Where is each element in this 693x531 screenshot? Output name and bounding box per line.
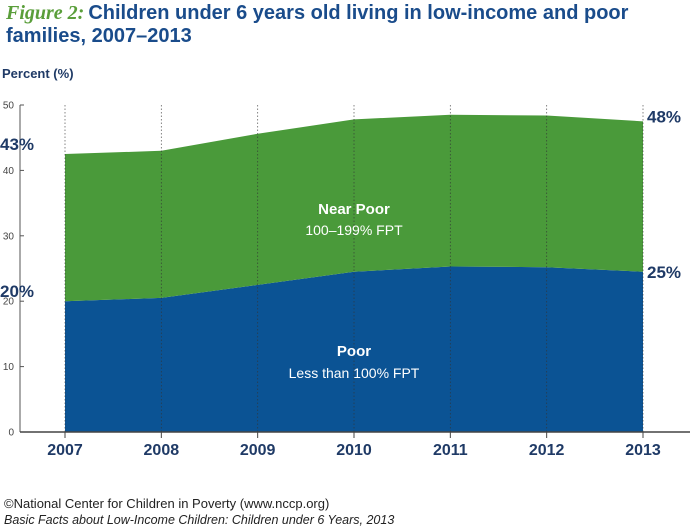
figure-title: Children under 6 years old living in low…: [6, 2, 629, 47]
figure-label: Figure 2:: [6, 2, 85, 24]
x-tick-label-2007: 2007: [47, 442, 83, 459]
x-tick-label-2009: 2009: [240, 442, 276, 459]
y-tick-label-0: 0: [8, 428, 14, 439]
y-tick-label-50: 50: [3, 101, 15, 112]
series-label-poor: Poor: [337, 343, 371, 360]
series-label-near-poor: Near Poor: [318, 201, 390, 218]
chart-footer: ©National Center for Children in Poverty…: [4, 496, 394, 528]
annotation-near-poor-2007: 43%: [0, 135, 34, 154]
x-tick-label-2008: 2008: [144, 442, 180, 459]
chart-title: Figure 2: Children under 6 years old livi…: [6, 2, 686, 48]
area-poor: [65, 266, 643, 432]
y-tick-label-40: 40: [3, 166, 15, 177]
y-axis-label: Percent (%): [2, 66, 74, 81]
y-tick-label-20: 20: [3, 297, 15, 308]
annotation-near-poor-2013: 48%: [647, 107, 681, 126]
x-tick-label-2011: 2011: [433, 442, 468, 459]
annotation-poor-2007: 20%: [0, 282, 34, 301]
y-tick-label-10: 10: [3, 362, 15, 373]
x-tick-label-2013: 2013: [625, 442, 661, 459]
annotation-poor-2013: 25%: [647, 263, 681, 282]
area-near-poor: [65, 114, 643, 302]
series-sublabel-near-poor: 100–199% FPT: [305, 222, 403, 238]
x-tick-label-2012: 2012: [529, 442, 565, 459]
y-tick-label-30: 30: [3, 231, 15, 242]
series-sublabel-poor: Less than 100% FPT: [289, 365, 420, 381]
citation-note: Basic Facts about Low-Income Children: C…: [4, 513, 395, 527]
source-note: ©National Center for Children in Poverty…: [4, 496, 330, 511]
x-tick-label-2010: 2010: [336, 442, 372, 459]
